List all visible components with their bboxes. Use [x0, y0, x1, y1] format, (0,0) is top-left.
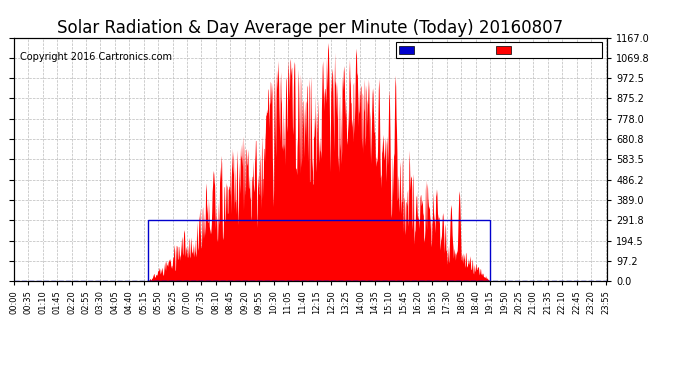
Text: Copyright 2016 Cartronics.com: Copyright 2016 Cartronics.com: [20, 52, 172, 62]
Title: Solar Radiation & Day Average per Minute (Today) 20160807: Solar Radiation & Day Average per Minute…: [57, 20, 564, 38]
Legend: Median (W/m2), Radiation (W/m2): Median (W/m2), Radiation (W/m2): [396, 42, 602, 58]
Bar: [148, 220, 490, 281]
